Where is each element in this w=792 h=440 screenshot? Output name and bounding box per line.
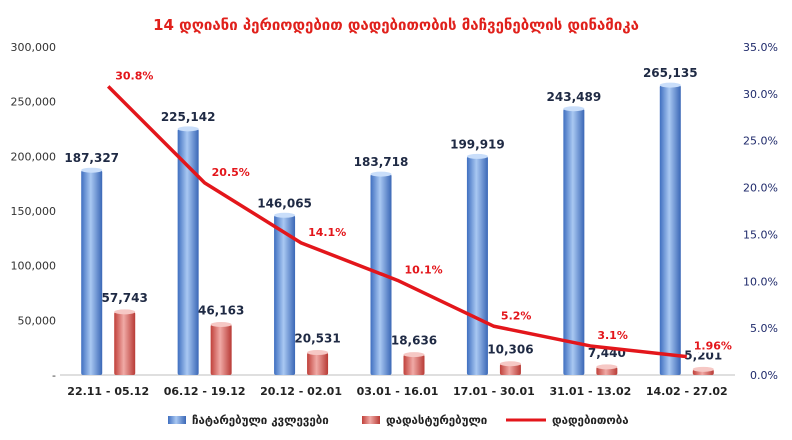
bar-confirmed-label: 10,306 xyxy=(487,343,533,357)
positivity-label-bg xyxy=(112,68,154,83)
positivity-label: 1.96% xyxy=(694,340,732,353)
legend-swatch-tested xyxy=(168,416,186,424)
bar-confirmed-label: 57,743 xyxy=(102,291,148,305)
right-tick-label: 5.0% xyxy=(750,322,778,335)
bar-confirmed-top xyxy=(307,350,329,356)
right-tick-label: 15.0% xyxy=(743,228,778,241)
positivity-label: 14.1% xyxy=(308,226,346,239)
bar-confirmed xyxy=(114,311,136,375)
x-tick-label: 31.01 - 13.02 xyxy=(549,385,631,398)
bar-tested xyxy=(563,108,585,375)
right-axis: 0.0% 5.0% 10.0% 15.0% 20.0% 25.0% 30.0% 35.0% xyxy=(743,41,778,382)
bar-confirmed-top xyxy=(596,364,618,370)
bar-confirmed-label: 20,531 xyxy=(294,332,340,346)
positivity-label-bg xyxy=(690,338,732,353)
left-tick-label: 50,000 xyxy=(18,314,57,327)
positivity-label: 10.1% xyxy=(405,263,443,276)
bar-tested-label: 199,919 xyxy=(450,137,505,151)
bar-confirmed-top xyxy=(692,366,714,372)
bar-confirmed-label: 18,636 xyxy=(391,334,437,348)
bar-confirmed-top xyxy=(210,322,232,328)
right-tick-label: 10.0% xyxy=(743,275,778,288)
bar-confirmed xyxy=(210,324,232,375)
bar-confirmed xyxy=(499,363,521,375)
positivity-label: 3.1% xyxy=(597,329,628,342)
legend-swatch-confirmed xyxy=(362,416,380,424)
bar-tested-label: 225,142 xyxy=(161,110,216,124)
bar-tested xyxy=(81,170,103,375)
legend-label-tested: ჩატარებული კვლევები xyxy=(192,413,329,427)
positivity-label: 20.5% xyxy=(212,166,250,179)
bar-tested xyxy=(274,215,296,375)
bar-tested-label: 187,327 xyxy=(64,151,119,165)
bar-confirmed xyxy=(307,352,329,375)
chart-title: 14 დღიანი პერიოდებით დადებითობის მაჩვენე… xyxy=(153,16,639,34)
bar-tested-top xyxy=(81,167,103,173)
positivity-line: 30.8% 20.5% 14.1% 10.1% 5.2% 3.1% 1.96% xyxy=(106,68,732,359)
left-tick-label: 300,000 xyxy=(11,41,57,54)
legend-label-positivity: დადებითობა xyxy=(552,413,629,427)
bar-confirmed-top xyxy=(499,361,521,367)
positivity-label: 5.2% xyxy=(501,309,532,322)
left-tick-label: - xyxy=(52,369,56,382)
bar-tested-top xyxy=(370,171,392,177)
right-tick-label: 0.0% xyxy=(750,369,778,382)
left-tick-label: 100,000 xyxy=(11,260,57,273)
left-tick-label: 250,000 xyxy=(11,96,57,109)
bar-tested xyxy=(466,156,488,375)
bar-tested-label: 265,135 xyxy=(643,66,698,80)
positivity-label-bg xyxy=(305,224,347,239)
x-tick-label: 03.01 - 16.01 xyxy=(357,385,439,398)
bar-tested-top xyxy=(466,153,488,159)
x-tick-label: 14.02 - 27.02 xyxy=(646,385,728,398)
x-tick-label: 17.01 - 30.01 xyxy=(453,385,535,398)
bar-confirmed-label: 46,163 xyxy=(198,304,244,318)
bar-confirmed xyxy=(403,354,425,375)
x-axis: 22.11 - 05.12 06.12 - 19.12 20.12 - 02.01 0… xyxy=(67,385,727,398)
right-tick-label: 35.0% xyxy=(743,41,778,54)
bar-tested-top xyxy=(177,126,199,132)
x-tick-label: 22.11 - 05.12 xyxy=(67,385,149,398)
right-tick-label: 30.0% xyxy=(743,88,778,101)
bar-tested xyxy=(659,85,681,375)
x-tick-label: 20.12 - 02.01 xyxy=(260,385,342,398)
positivity-label: 30.8% xyxy=(115,69,153,82)
left-tick-label: 150,000 xyxy=(11,205,57,218)
positivity-line-path xyxy=(106,85,687,359)
bar-tested xyxy=(177,128,199,375)
bar-tested-label: 243,489 xyxy=(547,90,602,104)
bar-tested-label: 183,718 xyxy=(354,155,409,169)
bar-tested-top xyxy=(659,82,681,88)
bar-tested-label: 146,065 xyxy=(257,196,312,210)
legend: ჩატარებული კვლევები დადასტურებული დადებითო… xyxy=(168,413,629,427)
left-tick-label: 200,000 xyxy=(11,150,57,163)
positivity-label-bg xyxy=(594,327,629,342)
bar-tested-top xyxy=(274,212,296,218)
positivity-label-bg xyxy=(497,308,532,323)
bar-tested-top xyxy=(563,106,585,112)
x-tick-label: 06.12 - 19.12 xyxy=(164,385,246,398)
bar-confirmed-top xyxy=(114,309,136,315)
legend-label-confirmed: დადასტურებული xyxy=(386,413,487,427)
right-tick-label: 25.0% xyxy=(743,135,778,148)
left-axis: - 50,000 100,000 150,000 200,000 250,000 300,0… xyxy=(11,41,57,382)
positivity-label-bg xyxy=(401,262,443,277)
right-tick-label: 20.0% xyxy=(743,182,778,195)
bar-confirmed-top xyxy=(403,352,425,358)
positivity-label-bg xyxy=(208,164,250,179)
